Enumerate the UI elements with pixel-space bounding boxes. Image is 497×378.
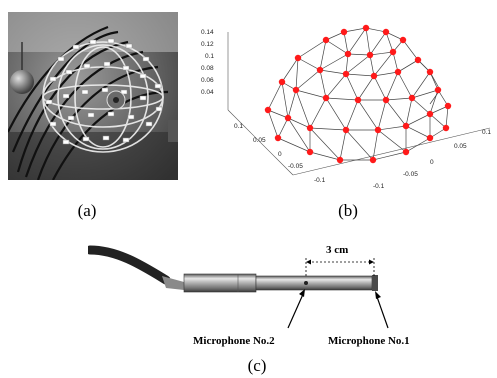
caption-a: (a): [77, 201, 97, 220]
geodesic-wireframe: [267, 27, 449, 161]
left-axis-ticks: 0.1 0.05 0 -0.05 -0.1: [234, 123, 326, 184]
right-tick-label: -0.1: [373, 183, 385, 190]
panel-b-plot: 0.14 0.12 0.1 0.08 0.06 0.04 0.1 0.05 0 …: [201, 24, 491, 190]
right-tick-label: 0.05: [454, 143, 467, 150]
mic1-label: Microphone No.1: [328, 335, 410, 347]
z-axis-ticks: 0.14 0.12 0.1 0.08 0.06 0.04: [201, 29, 214, 96]
z-tick-label: 0.04: [201, 89, 214, 96]
right-tick-label: -0.05: [403, 171, 418, 178]
microphone-nodes: [264, 24, 452, 164]
z-tick-label: 0.1: [205, 53, 214, 60]
left-tick-label: 0: [278, 151, 282, 158]
right-tick-label: 0: [430, 159, 434, 166]
z-tick-label: 0.12: [201, 41, 214, 48]
left-tick-label: -0.1: [314, 177, 326, 184]
left-tick-label: 0.1: [234, 123, 243, 130]
right-tick-label: 0.1: [482, 129, 491, 136]
caption-c: (c): [247, 356, 267, 375]
z-tick-label: 0.06: [201, 77, 214, 84]
z-tick-label: 0.14: [201, 29, 214, 36]
left-tick-label: -0.05: [288, 163, 303, 170]
panel-a-photo: [8, 12, 178, 180]
panel-c-probe: 3 cm Microphone No.2 Microphone No.1: [88, 244, 410, 347]
right-axis-ticks: -0.1 -0.05 0 0.05 0.1: [373, 129, 491, 190]
left-tick-label: 0.05: [253, 137, 266, 144]
mic2-label: Microphone No.2: [193, 335, 275, 347]
z-tick-label: 0.08: [201, 65, 214, 72]
caption-b: (b): [338, 201, 358, 220]
distance-label: 3 cm: [326, 244, 348, 256]
